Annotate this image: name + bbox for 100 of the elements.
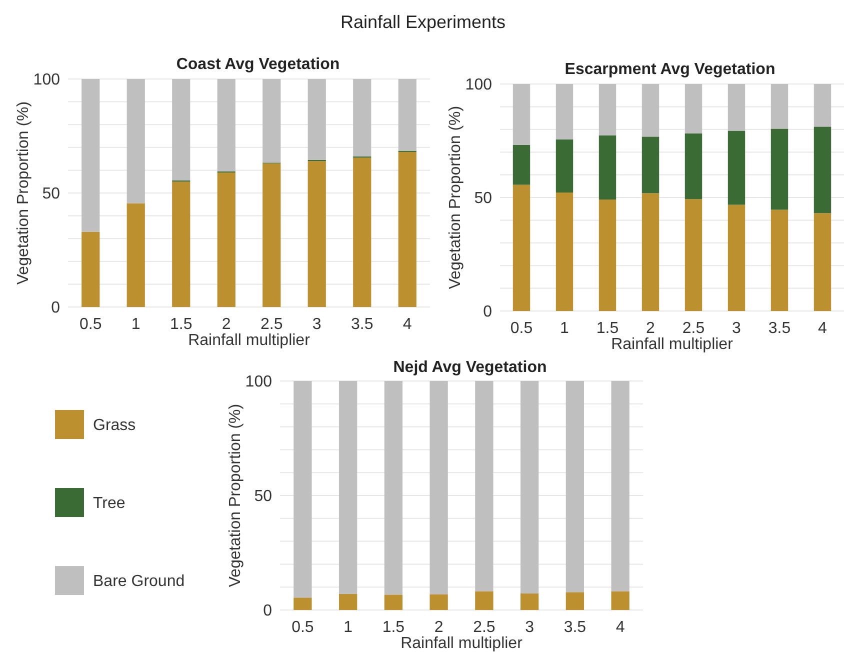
bar bbox=[126, 203, 145, 307]
x-tick-label: 1.5 bbox=[382, 619, 405, 636]
bar bbox=[384, 381, 403, 595]
x-tick-label: 2.5 bbox=[682, 320, 705, 337]
x-tick-label: 1 bbox=[560, 320, 570, 337]
x-tick-label: 3 bbox=[312, 316, 322, 333]
bar bbox=[684, 84, 702, 134]
bar bbox=[294, 598, 312, 610]
y-tick-label: 100 bbox=[465, 76, 492, 94]
y-axis-title: Vegetation Proportion (%) bbox=[227, 404, 244, 588]
bar bbox=[642, 193, 660, 311]
y-axis-title: Vegetation Proportion (%) bbox=[447, 106, 464, 290]
bar bbox=[512, 144, 530, 185]
bar bbox=[520, 594, 539, 610]
bar bbox=[566, 592, 584, 610]
bar bbox=[814, 126, 832, 214]
bar bbox=[338, 594, 358, 610]
bar bbox=[172, 79, 190, 180]
x-tick-label: 3.5 bbox=[351, 316, 374, 333]
bar bbox=[684, 133, 702, 200]
x-tick-label: 2.5 bbox=[473, 619, 496, 636]
y-tick-label: 50 bbox=[42, 186, 60, 203]
x-tick-label: 4 bbox=[402, 316, 412, 333]
bar bbox=[566, 381, 584, 592]
bar bbox=[520, 381, 539, 594]
bar bbox=[217, 172, 236, 307]
bar bbox=[512, 84, 530, 145]
bar bbox=[475, 591, 494, 610]
bar bbox=[512, 184, 530, 311]
bar bbox=[770, 128, 788, 210]
bar bbox=[353, 79, 372, 157]
bar bbox=[398, 79, 416, 151]
bar bbox=[611, 591, 630, 610]
bar bbox=[598, 200, 616, 311]
bar bbox=[338, 381, 358, 594]
x-tick-label: 3.5 bbox=[768, 320, 791, 337]
x-tick-label: 3 bbox=[525, 619, 534, 636]
x-tick-label: 2 bbox=[222, 316, 231, 333]
bar bbox=[598, 84, 616, 136]
bar bbox=[384, 594, 403, 610]
bar bbox=[475, 381, 494, 592]
x-tick-label: 4 bbox=[616, 619, 625, 636]
bar bbox=[814, 84, 832, 127]
x-axis-title: Rainfall multiplier bbox=[188, 332, 311, 349]
x-tick-label: 4 bbox=[818, 320, 828, 337]
x-tick-label: 2 bbox=[646, 320, 656, 337]
legend-label: Tree bbox=[93, 495, 126, 512]
x-tick-label: 1.5 bbox=[596, 320, 619, 337]
y-tick-label: 50 bbox=[254, 488, 272, 506]
bar bbox=[556, 139, 574, 193]
bar bbox=[308, 79, 326, 160]
bar bbox=[262, 163, 281, 307]
y-axis-title: Vegetation Proportion (%) bbox=[15, 101, 32, 285]
x-tick-label: 0.5 bbox=[80, 316, 102, 333]
x-tick-label: 1.5 bbox=[170, 316, 192, 333]
bar bbox=[770, 210, 788, 311]
bar bbox=[598, 135, 616, 200]
chart-title: Nejd Avg Vegetation bbox=[393, 359, 547, 376]
bar bbox=[642, 84, 660, 137]
bar bbox=[172, 182, 190, 307]
chart-title: Coast Avg Vegetation bbox=[176, 56, 340, 73]
y-tick-label: 0 bbox=[51, 300, 60, 317]
bar bbox=[770, 84, 788, 129]
bar bbox=[398, 152, 416, 307]
y-tick-label: 50 bbox=[474, 190, 492, 208]
text: Rainfall Experiments bbox=[340, 12, 506, 32]
x-tick-label: 0.5 bbox=[510, 320, 533, 337]
bar bbox=[728, 130, 746, 205]
bar bbox=[728, 204, 746, 311]
x-tick-label: 3 bbox=[732, 320, 742, 337]
bar bbox=[611, 381, 630, 592]
bar bbox=[82, 79, 100, 232]
x-tick-label: 0.5 bbox=[292, 619, 314, 636]
bar bbox=[684, 199, 702, 311]
y-tick-label: 0 bbox=[263, 602, 272, 620]
x-tick-label: 3.5 bbox=[564, 619, 586, 636]
bar bbox=[294, 381, 312, 598]
bar bbox=[814, 213, 832, 311]
x-tick-label: 2 bbox=[434, 619, 444, 636]
bar bbox=[728, 84, 746, 131]
bar bbox=[353, 158, 372, 307]
bar bbox=[556, 84, 574, 140]
bar bbox=[430, 594, 448, 610]
y-tick-label: 0 bbox=[483, 304, 492, 321]
bar bbox=[217, 79, 236, 172]
y-tick-label: 100 bbox=[33, 72, 60, 89]
x-tick-label: 1 bbox=[131, 316, 140, 333]
bar bbox=[262, 79, 281, 163]
bar bbox=[642, 136, 660, 194]
bar bbox=[556, 192, 574, 311]
x-axis-title: Rainfall multiplier bbox=[611, 336, 734, 353]
chart-title: Escarpment Avg Vegetation bbox=[564, 61, 776, 78]
bar bbox=[82, 232, 100, 307]
bar bbox=[308, 161, 326, 307]
bar bbox=[430, 381, 448, 594]
x-axis-title: Rainfall multiplier bbox=[400, 635, 524, 652]
legend-label: Grass bbox=[93, 417, 136, 434]
bar bbox=[126, 79, 145, 204]
x-tick-label: 1 bbox=[344, 619, 353, 636]
x-tick-label: 2.5 bbox=[260, 316, 283, 333]
